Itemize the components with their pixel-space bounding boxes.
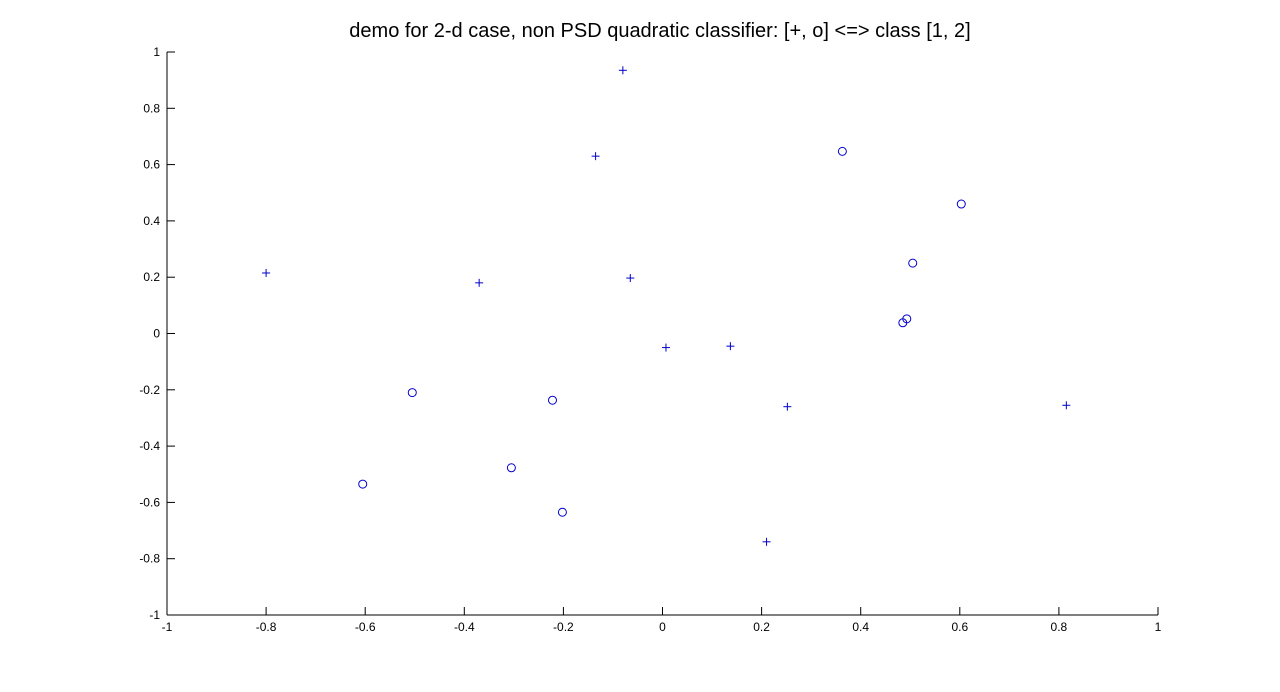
data-markers: [262, 66, 1071, 546]
x-tick-label: -0.6: [355, 620, 376, 634]
plus-marker: [626, 274, 635, 283]
x-tick-label: -0.4: [454, 620, 475, 634]
y-tick-label: 0.6: [143, 158, 160, 172]
plus-marker: [475, 278, 484, 287]
plus-marker: [783, 402, 792, 411]
circle-marker: [358, 479, 368, 489]
x-tick-label: 0.8: [1051, 620, 1068, 634]
y-tick-label: 1: [153, 45, 160, 59]
circle-marker: [547, 395, 557, 405]
circle-marker: [557, 507, 567, 517]
circle-marker: [407, 388, 417, 398]
plus-marker: [618, 66, 627, 75]
plus-marker: [1062, 401, 1071, 410]
x-tick-label: 1: [1155, 620, 1162, 634]
x-tick-label: -1: [162, 620, 173, 634]
y-tick-label: -1: [149, 608, 160, 622]
plus-marker: [591, 152, 600, 161]
x-tick-label: 0.6: [951, 620, 968, 634]
x-tick-label: -0.8: [256, 620, 277, 634]
y-tick-label: -0.6: [139, 495, 160, 509]
circle-marker: [837, 146, 847, 156]
y-tick-label: 0.4: [143, 214, 160, 228]
plus-marker: [762, 537, 771, 546]
y-tick-label: 0.8: [143, 101, 160, 115]
x-tick-label: 0.2: [753, 620, 770, 634]
y-tick-label: -0.2: [139, 383, 160, 397]
y-tick-label: 0.2: [143, 270, 160, 284]
circle-marker: [956, 199, 966, 209]
circle-marker: [898, 318, 908, 328]
plus-marker: [661, 343, 670, 352]
chart-title: demo for 2-d case, non PSD quadratic cla…: [349, 20, 971, 42]
y-tick-label: -0.8: [139, 552, 160, 566]
plus-marker: [726, 342, 735, 351]
plus-marker: [262, 268, 271, 277]
x-tick-label: 0.4: [852, 620, 869, 634]
circle-marker: [908, 258, 918, 268]
y-tick-label: 0: [153, 327, 160, 341]
circle-marker: [506, 463, 516, 473]
x-tick-label: 0: [659, 620, 666, 634]
y-tick-label: -0.4: [139, 439, 160, 453]
axes: -1 -0.8 -0.6 -0.4 -0.2 0 0.2 0.4 0.6 0.8 1 -1 -0.8 -0…: [139, 45, 1161, 634]
x-tick-label: -0.2: [553, 620, 574, 634]
